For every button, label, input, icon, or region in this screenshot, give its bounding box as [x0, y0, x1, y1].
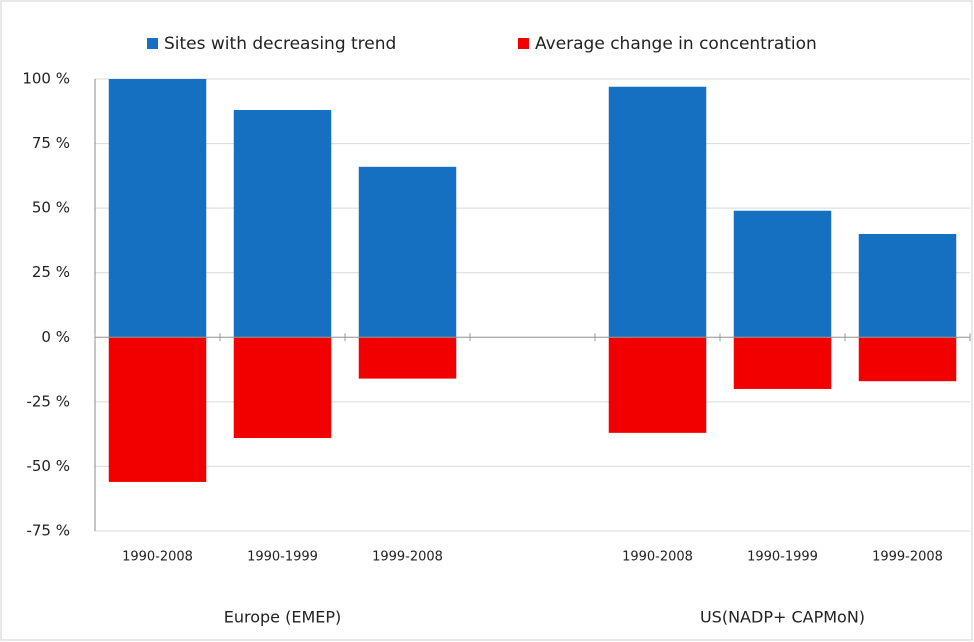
bar: [358, 166, 457, 338]
y-tick-label: -25 %: [26, 392, 70, 410]
bar: [733, 210, 832, 338]
bar: [358, 337, 457, 379]
bar: [733, 337, 832, 389]
legend-label: Average change in concentration: [535, 34, 817, 54]
bar: [233, 109, 332, 338]
x-tick-label: 1990-1999: [247, 550, 318, 565]
y-tick-label: -75 %: [26, 522, 70, 540]
bar: [858, 233, 957, 338]
bar: [608, 337, 707, 433]
x-tick-label: 1999-2008: [872, 550, 943, 565]
y-tick-label: 50 %: [32, 199, 70, 217]
bar: [608, 86, 707, 338]
bar: [108, 337, 207, 482]
legend-swatch: [518, 38, 529, 49]
group-label: Europe (EMEP): [224, 608, 342, 627]
y-tick-label: 75 %: [32, 134, 70, 152]
x-tick-label: 1990-2008: [622, 550, 693, 565]
legend-swatch: [147, 38, 158, 49]
bar: [108, 79, 207, 338]
x-tick-label: 1999-2008: [372, 550, 443, 565]
x-tick-label: 1990-2008: [122, 550, 193, 565]
bar: [858, 337, 957, 382]
legend-label: Sites with decreasing trend: [164, 34, 396, 54]
bar: [233, 337, 332, 439]
y-tick-label: 25 %: [32, 263, 70, 281]
y-tick-label: -50 %: [26, 457, 70, 475]
y-tick-label: 0 %: [41, 328, 70, 346]
y-tick-label: 100 %: [22, 70, 70, 88]
x-tick-label: 1990-1999: [747, 550, 818, 565]
group-label: US(NADP+ CAPMoN): [700, 608, 865, 627]
